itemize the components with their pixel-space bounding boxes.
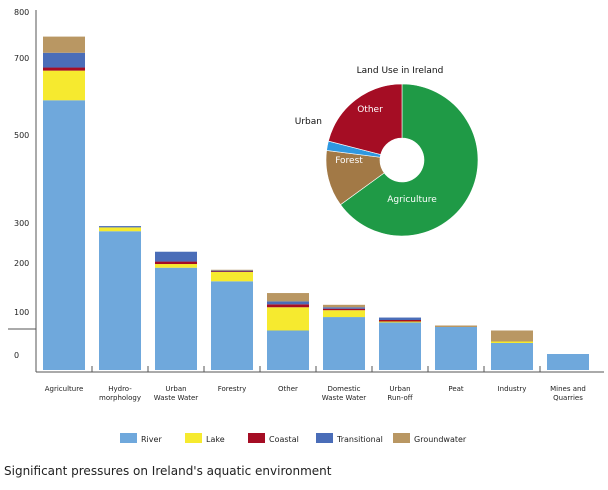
x-tick-label: Other [278, 385, 298, 393]
donut-label-agriculture: Agriculture [387, 195, 437, 205]
bar-agriculture-river [43, 100, 85, 370]
legend-label-lake: Lake [206, 435, 225, 444]
bar-peat-river [435, 327, 477, 370]
legend-label-coastal: Coastal [269, 435, 299, 444]
x-tick-label: Forestry [218, 385, 247, 393]
bar-industry-river [491, 343, 533, 370]
bar-urban-run-off-river [379, 322, 421, 370]
donut-slice-agriculture [340, 83, 479, 237]
chart-caption: Significant pressures on Ireland's aquat… [4, 464, 332, 478]
bar-domestic-waste-water-transitional [323, 307, 365, 309]
bar-forestry-coastal [211, 271, 253, 272]
bar-other-lake [267, 307, 309, 331]
bar-forestry-river [211, 281, 253, 370]
x-tick-label: Industry [498, 385, 527, 393]
bar-domestic-waste-water-coastal [323, 308, 365, 311]
y-tick-label: 300 [14, 219, 29, 228]
x-tick-label: Peat [448, 385, 464, 393]
bar-agriculture-coastal [43, 67, 85, 71]
bar-urban-waste-water-lake [155, 264, 197, 268]
bar-domestic-waste-water-lake [323, 310, 365, 318]
y-tick-label: 500 [14, 131, 29, 140]
bar-forestry-lake [211, 271, 253, 282]
bar-agriculture-lake [43, 70, 85, 101]
legend: River Lake Coastal Transitional Groundwater [120, 433, 467, 444]
bar-domestic-waste-water-groundwater [323, 304, 365, 308]
bar-urban-run-off-coastal [379, 320, 421, 322]
bar-hydro-morphology-lake [99, 227, 141, 232]
bar-mines-and-quarries-river [547, 354, 589, 370]
bar-forestry-transitional [211, 270, 253, 272]
stacked-bars [43, 36, 589, 370]
bar-urban-waste-water-river [155, 267, 197, 370]
y-tick-label: 0 [14, 351, 19, 360]
bar-urban-run-off-transitional [379, 317, 421, 320]
legend-label-transitional: Transitional [336, 435, 383, 444]
land-use-donut: Land Use in Ireland Agriculture Forest Urba… [295, 66, 479, 237]
bar-other-groundwater [267, 293, 309, 302]
bar-peat-groundwater [435, 325, 477, 327]
y-axis-ticks: 0 100 200 300 500 700 800 [14, 8, 29, 360]
x-tick-label: Domestic Waste Water [322, 385, 367, 402]
donut-label-forest: Forest [335, 156, 363, 166]
x-tick-label: Urban Waste Water [154, 385, 199, 402]
bar-urban-waste-water-coastal [155, 261, 197, 265]
legend-swatch-river [120, 433, 137, 443]
x-tick-label: Agriculture [45, 385, 84, 393]
bar-other-transitional [267, 301, 309, 305]
bar-agriculture-transitional [43, 52, 85, 68]
bar-forestry-groundwater [211, 269, 253, 271]
donut-label-other: Other [357, 105, 383, 115]
bar-hydro-morphology-transitional [99, 226, 141, 228]
bar-industry-lake [491, 341, 533, 343]
y-tick-label: 100 [14, 308, 29, 317]
bar-other-coastal [267, 304, 309, 308]
chart-grid [8, 10, 604, 373]
bar-industry-groundwater [491, 330, 533, 342]
y-tick-label: 800 [14, 8, 29, 17]
y-tick-label: 700 [14, 54, 29, 63]
legend-label-river: River [141, 435, 162, 444]
bar-hydro-morphology-river [99, 231, 141, 370]
donut-label-urban: Urban [295, 117, 322, 127]
y-tick-label: 200 [14, 259, 29, 268]
donut-slice-other [328, 83, 403, 155]
x-axis-labels: Agriculture Hydro-morphology Urban Waste Wa… [45, 366, 586, 402]
x-tick-label: Hydro-morphology [99, 385, 141, 402]
pressures-chart: 0 100 200 300 500 700 800 Agriculture Hydro-mor… [8, 8, 604, 444]
legend-swatch-groundwater [393, 433, 410, 443]
legend-swatch-lake [185, 433, 202, 443]
bar-domestic-waste-water-river [323, 317, 365, 370]
donut-title: Land Use in Ireland [357, 66, 444, 76]
x-tick-label: Urban Run-off [387, 385, 412, 402]
legend-swatch-coastal [248, 433, 265, 443]
bar-urban-waste-water-transitional [155, 251, 197, 262]
legend-swatch-transitional [316, 433, 333, 443]
x-tick-label: Mines and Quarries [550, 385, 586, 402]
bar-other-river [267, 330, 309, 370]
bar-agriculture-groundwater [43, 36, 85, 53]
bar-urban-run-off-lake [379, 321, 421, 323]
legend-label-groundwater: Groundwater [414, 435, 467, 444]
